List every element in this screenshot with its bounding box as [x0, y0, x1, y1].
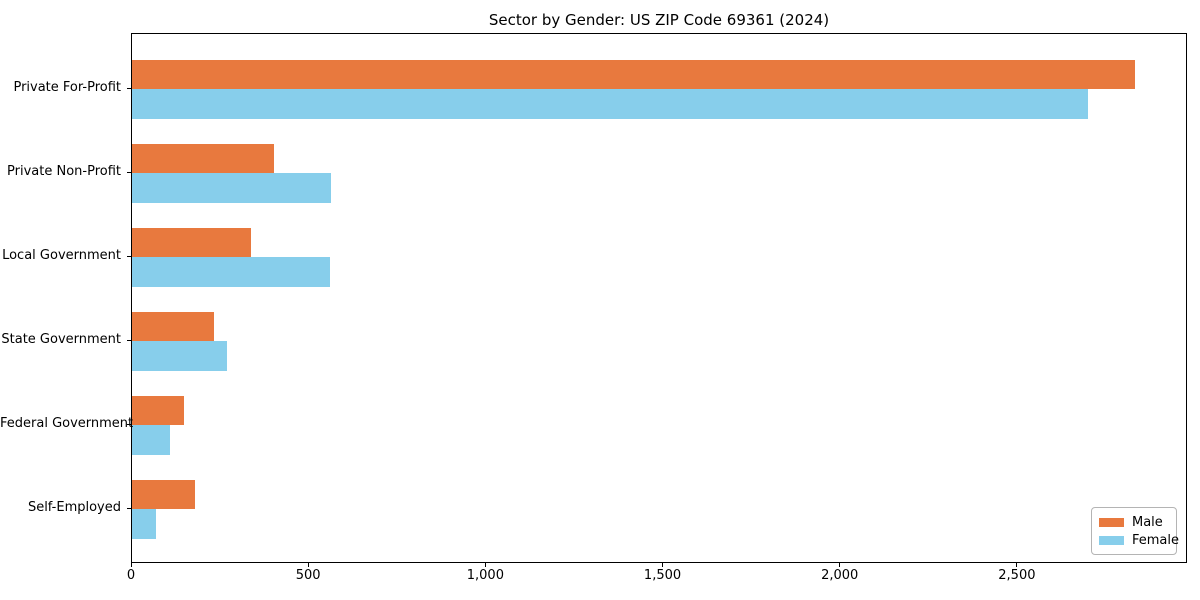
- y-tick-mark: [127, 508, 131, 509]
- legend-item: Male: [1099, 514, 1169, 530]
- x-tick-mark: [307, 563, 309, 567]
- y-tick-label: Local Government: [2, 248, 121, 263]
- y-tick-mark: [127, 88, 131, 89]
- legend-label: Male: [1132, 514, 1163, 530]
- x-tick-mark: [130, 563, 132, 567]
- male-legend-swatch: [1099, 517, 1124, 527]
- x-tick-mark: [1016, 563, 1018, 567]
- y-tick-label: Private For-Profit: [13, 80, 121, 95]
- male-bar: [132, 311, 215, 341]
- x-tick-mark: [839, 563, 841, 567]
- plot-area: [131, 33, 1187, 563]
- x-tick-label: 1,000: [466, 568, 504, 583]
- male-bar: [132, 479, 196, 509]
- y-tick-mark: [127, 424, 131, 425]
- female-bar: [132, 509, 157, 539]
- x-tick-label: 2,000: [821, 568, 859, 583]
- female-bar: [132, 257, 331, 287]
- x-tick-label: 2,500: [998, 568, 1036, 583]
- x-tick-mark: [484, 563, 486, 567]
- female-legend-swatch: [1099, 535, 1124, 545]
- female-bar: [132, 89, 1088, 119]
- male-bar: [132, 59, 1136, 89]
- y-tick-label: State Government: [1, 332, 121, 347]
- x-tick-mark: [662, 563, 664, 567]
- y-tick-mark: [127, 256, 131, 257]
- male-bar: [132, 227, 252, 257]
- legend-item: Female: [1099, 532, 1179, 548]
- y-tick-mark: [127, 340, 131, 341]
- legend: Male Female: [1091, 507, 1179, 555]
- male-bar: [132, 395, 185, 425]
- chart-title: Sector by Gender: US ZIP Code 69361 (202…: [488, 11, 830, 29]
- y-tick-label: Federal Government: [0, 416, 134, 431]
- y-tick-mark: [127, 172, 131, 173]
- y-tick-label: Private Non-Profit: [7, 164, 121, 179]
- female-bar: [132, 425, 170, 455]
- x-tick-label: 0: [126, 568, 136, 583]
- x-tick-label: 1,500: [643, 568, 682, 583]
- legend-label: Female: [1132, 532, 1180, 548]
- male-bar: [132, 143, 275, 173]
- female-bar: [132, 173, 331, 203]
- female-bar: [132, 341, 228, 371]
- x-tick-label: 500: [295, 568, 321, 583]
- y-tick-label: Self-Employed: [27, 500, 121, 515]
